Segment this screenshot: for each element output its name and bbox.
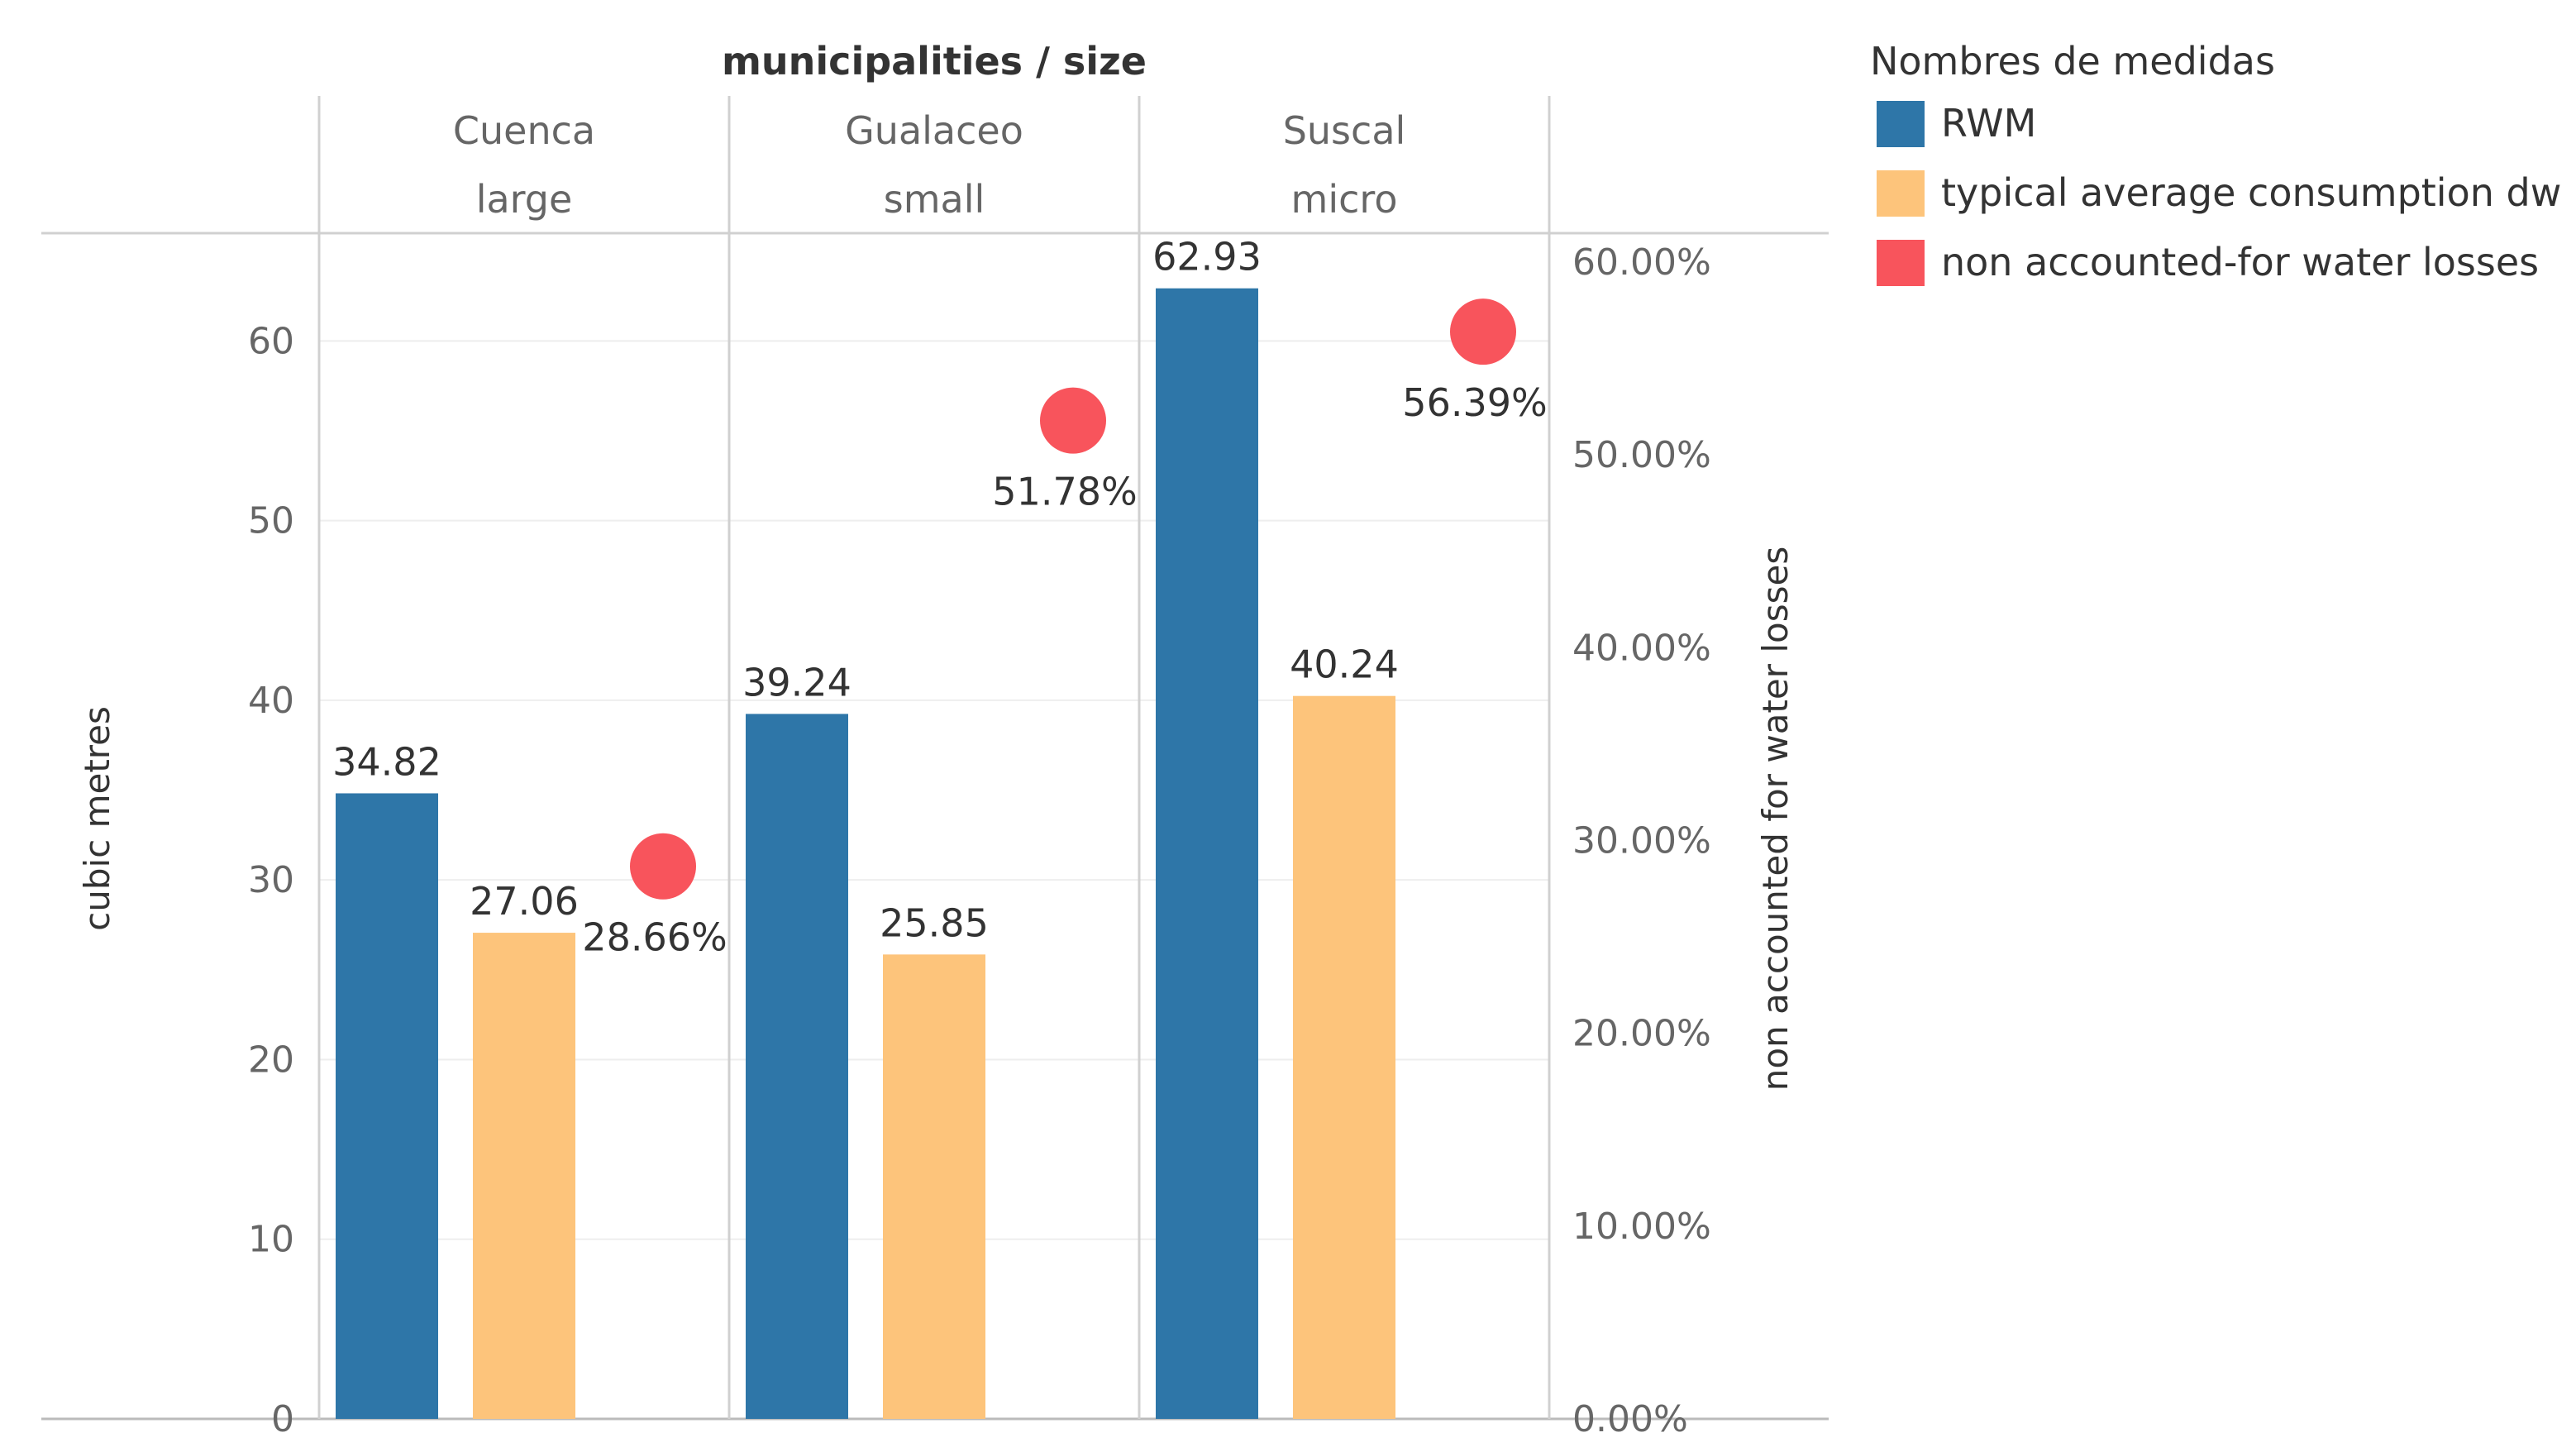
left-tick-label: 0 — [271, 1398, 294, 1440]
right-tick-label: 40.00% — [1572, 627, 1711, 669]
right-axis-label: non accounted for water losses — [1755, 547, 1796, 1091]
bar-typical-consumption — [473, 933, 575, 1419]
legend-swatch — [1877, 101, 1925, 147]
legend-entry-label: non accounted-for water losses — [1941, 240, 2539, 284]
bar-value-label: 39.24 — [742, 660, 852, 704]
water-loss-point — [630, 833, 696, 900]
water-loss-point — [1450, 298, 1516, 365]
point-value-label: 28.66% — [582, 915, 727, 960]
column-header-size: large — [476, 177, 573, 222]
bar-value-label: 40.24 — [1290, 642, 1399, 687]
bar-rwm — [746, 714, 848, 1419]
bar-rwm — [1156, 288, 1258, 1419]
point-value-label: 51.78% — [992, 470, 1137, 514]
bar-rwm — [336, 793, 438, 1419]
legend-swatch — [1877, 240, 1925, 286]
left-tick-label: 60 — [248, 320, 294, 362]
left-tick-label: 10 — [248, 1219, 294, 1261]
bar-value-label: 62.93 — [1152, 235, 1262, 279]
bar-value-label: 27.06 — [470, 879, 579, 924]
right-tick-label: 60.00% — [1572, 241, 1711, 284]
right-tick-label: 30.00% — [1572, 819, 1711, 862]
left-tick-label: 20 — [248, 1039, 294, 1081]
legend-title: Nombres de medidas — [1870, 39, 2275, 84]
column-header-municipality: Suscal — [1283, 108, 1406, 153]
left-tick-label: 50 — [248, 500, 294, 542]
water-loss-point — [1040, 387, 1106, 454]
bar-typical-consumption — [1293, 695, 1395, 1419]
column-header-municipality: Gualaceo — [845, 108, 1023, 153]
right-tick-label: 10.00% — [1572, 1206, 1711, 1248]
legend-entry-label: RWM — [1941, 101, 2036, 146]
column-header-size: micro — [1291, 177, 1398, 222]
right-tick-label: 0.00% — [1572, 1398, 1688, 1440]
bar-value-label: 25.85 — [880, 900, 989, 945]
point-value-label: 56.39% — [1402, 380, 1547, 425]
right-tick-label: 50.00% — [1572, 434, 1711, 476]
left-tick-label: 40 — [248, 680, 294, 722]
left-axis-label: cubic metres — [77, 706, 117, 931]
left-tick-label: 30 — [248, 859, 294, 901]
legend-entry-label: typical average consumption dw — [1941, 170, 2561, 215]
column-header-municipality: Cuenca — [453, 108, 595, 153]
column-header-size: small — [884, 177, 985, 222]
bar-value-label: 34.82 — [332, 739, 441, 784]
legend-swatch — [1877, 170, 1925, 217]
bar-typical-consumption — [883, 954, 985, 1419]
header-title: municipalities / size — [722, 39, 1147, 84]
right-tick-label: 20.00% — [1572, 1013, 1711, 1055]
